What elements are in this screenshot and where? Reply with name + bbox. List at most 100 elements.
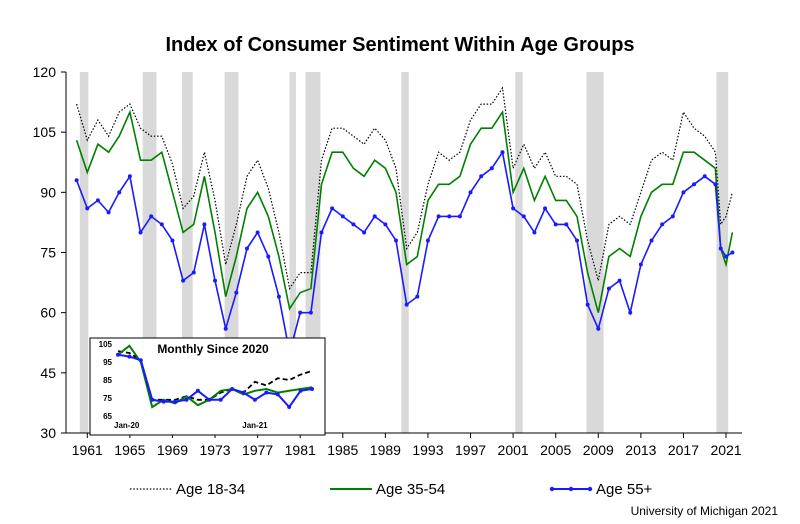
series-point bbox=[500, 150, 505, 155]
series-point bbox=[702, 174, 707, 179]
series-point bbox=[638, 262, 643, 267]
series-point bbox=[234, 290, 239, 295]
y-tick-label: 120 bbox=[33, 64, 57, 80]
y-tick-label: 60 bbox=[40, 305, 56, 321]
x-tick-label: 2017 bbox=[668, 442, 699, 458]
recession-band bbox=[289, 72, 296, 433]
series-point bbox=[351, 222, 356, 227]
legend-swatch-point bbox=[587, 486, 593, 492]
series-point bbox=[479, 174, 484, 179]
series-point bbox=[628, 310, 633, 315]
series-point bbox=[489, 166, 494, 171]
series-point bbox=[149, 214, 154, 219]
x-tick-label: 1977 bbox=[242, 442, 273, 458]
series-point bbox=[298, 310, 303, 315]
inset-series-point bbox=[173, 399, 178, 404]
series-point bbox=[340, 214, 345, 219]
recession-band bbox=[515, 72, 523, 433]
inset-series-point bbox=[161, 399, 166, 404]
series-point bbox=[106, 210, 111, 215]
series-point bbox=[617, 278, 622, 283]
y-tick-label: 75 bbox=[40, 245, 56, 261]
inset-y-tick-label: 65 bbox=[103, 412, 112, 421]
series-point bbox=[543, 206, 548, 211]
inset-series-point bbox=[310, 387, 314, 391]
series-point bbox=[372, 214, 377, 219]
series-point bbox=[255, 230, 260, 235]
inset-series-point bbox=[275, 392, 280, 397]
y-tick-label: 45 bbox=[40, 365, 56, 381]
x-tick-label: 2005 bbox=[540, 442, 571, 458]
series-point bbox=[266, 254, 271, 259]
x-tick-label: 1993 bbox=[412, 442, 443, 458]
inset-series-point bbox=[230, 387, 235, 391]
series-point bbox=[574, 238, 579, 243]
series-point bbox=[457, 214, 462, 219]
series-point bbox=[585, 302, 590, 307]
x-tick-label: 2001 bbox=[498, 442, 529, 458]
series-point bbox=[532, 230, 537, 235]
series-point bbox=[447, 214, 452, 219]
series-point bbox=[692, 182, 697, 187]
inset-series-point bbox=[150, 397, 155, 402]
x-tick-label: 1965 bbox=[114, 442, 145, 458]
inset-series-point bbox=[207, 397, 212, 402]
series-point bbox=[404, 302, 409, 307]
series-line-age-18-34 bbox=[76, 86, 733, 291]
series-point bbox=[713, 182, 718, 187]
series-point bbox=[159, 222, 164, 227]
recession-band bbox=[586, 72, 604, 433]
x-tick-label: 1969 bbox=[157, 442, 188, 458]
series-point bbox=[191, 270, 196, 275]
series-point bbox=[170, 238, 175, 243]
legend-label: Age 55+ bbox=[596, 481, 653, 498]
series-point bbox=[718, 246, 723, 251]
x-tick-label: 1961 bbox=[72, 442, 103, 458]
series-point bbox=[511, 206, 516, 211]
series-point bbox=[468, 190, 473, 195]
series-point bbox=[553, 222, 558, 227]
series-point bbox=[330, 206, 335, 211]
recession-band bbox=[79, 72, 89, 433]
x-tick-label: 1973 bbox=[199, 442, 230, 458]
series-line-age-35-54 bbox=[75, 109, 734, 313]
y-tick-label: 90 bbox=[40, 184, 56, 200]
x-tick-label: 2021 bbox=[710, 442, 741, 458]
x-tick-label: 2013 bbox=[625, 442, 656, 458]
series-point bbox=[383, 222, 388, 227]
series-point bbox=[394, 238, 399, 243]
y-tick-label: 105 bbox=[33, 124, 57, 140]
legend: Age 18-34 Age 35-54 Age 55+ bbox=[130, 481, 653, 498]
series-point bbox=[223, 326, 228, 331]
y-tick-label: 30 bbox=[40, 425, 56, 441]
inset-series-point bbox=[287, 405, 292, 409]
x-axis: 1961 1965 1969 1973 1977 1981 1985 1989 1993 1997… bbox=[72, 433, 742, 458]
series-point bbox=[660, 222, 665, 227]
inset-series-point bbox=[138, 358, 143, 363]
series-point bbox=[202, 222, 207, 227]
series-point bbox=[319, 230, 324, 235]
series-point bbox=[213, 278, 218, 283]
series-point bbox=[681, 190, 686, 195]
series-point bbox=[85, 206, 90, 211]
x-tick-label: 1981 bbox=[285, 442, 316, 458]
source-credit: University of Michigan 2021 bbox=[630, 504, 778, 518]
y-axis: 30 45 60 75 90 105 120 bbox=[33, 64, 66, 441]
series-point bbox=[436, 214, 441, 219]
series-point bbox=[362, 230, 367, 235]
series-point bbox=[181, 278, 186, 283]
x-tick-label: 1985 bbox=[327, 442, 358, 458]
series-point bbox=[276, 294, 281, 299]
inset-series-line-age-55- bbox=[117, 353, 313, 409]
series-line-age-55- bbox=[75, 150, 733, 354]
series-point bbox=[415, 294, 420, 299]
series-point bbox=[95, 198, 100, 203]
inset-frame bbox=[89, 337, 326, 436]
inset-y-tick-label: 105 bbox=[99, 340, 113, 349]
inset-series-point bbox=[127, 354, 132, 359]
series-point bbox=[724, 254, 729, 259]
series-point bbox=[730, 250, 735, 255]
recession-band bbox=[182, 72, 193, 433]
x-tick-label: 1997 bbox=[455, 442, 486, 458]
